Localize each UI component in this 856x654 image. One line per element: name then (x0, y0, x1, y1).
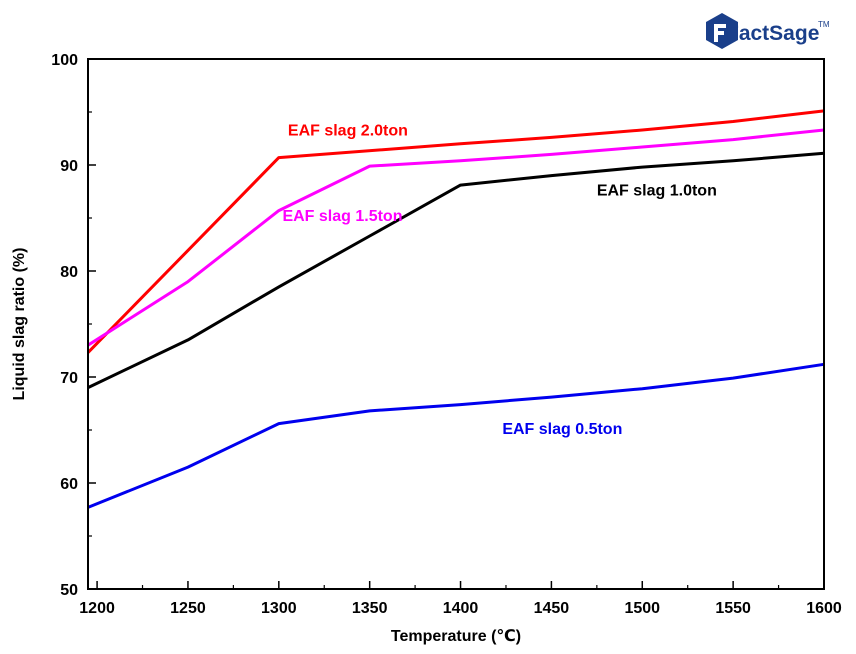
x-tick-label: 1200 (79, 600, 115, 617)
series-label-1: EAF slag 1.5ton (282, 208, 402, 225)
series-labels: EAF slag 2.0ton EAF slag 1.5ton EAF slag 1… (282, 122, 716, 438)
x-tick-label: 1600 (806, 600, 842, 617)
x-axis-title: Temperature (℃) (391, 628, 521, 645)
y-tick-label: 60 (60, 476, 78, 493)
axes: 1200 1250 1300 1350 1400 1450 1500 1550 1600 50 60… (51, 52, 842, 617)
y-tick-label: 90 (60, 158, 78, 175)
x-tick-label: 1400 (443, 600, 479, 617)
plot-frame (87, 58, 825, 590)
series-label-3: EAF slag 0.5ton (502, 421, 622, 438)
series-label-0: EAF slag 2.0ton (288, 122, 408, 139)
factsage-logo-tm: TM (818, 20, 830, 29)
factsage-logo-mark-icon (706, 13, 738, 49)
x-tick-label: 1550 (715, 600, 751, 617)
x-tick-label: 1300 (261, 600, 297, 617)
series-label-2: EAF slag 1.0ton (597, 183, 717, 200)
factsage-logo-text: FactSage (726, 22, 819, 45)
x-tick-label: 1500 (624, 600, 660, 617)
factsage-logo: FactSage TM (706, 13, 830, 49)
series-line-3 (87, 362, 825, 509)
y-tick-label: 50 (60, 582, 78, 599)
series-line-2 (87, 151, 825, 389)
x-tick-label: 1350 (352, 600, 388, 617)
series-line-0 (86, 109, 825, 354)
y-tick-label: 100 (51, 52, 78, 69)
y-tick-label: 70 (60, 370, 78, 387)
y-tick-label: 80 (60, 264, 78, 281)
x-tick-label: 1450 (534, 600, 570, 617)
x-tick-label: 1250 (170, 600, 206, 617)
y-axis-title: Liquid slag ratio (%) (11, 248, 28, 401)
series-layer (86, 109, 825, 509)
series-line-1 (87, 128, 825, 347)
